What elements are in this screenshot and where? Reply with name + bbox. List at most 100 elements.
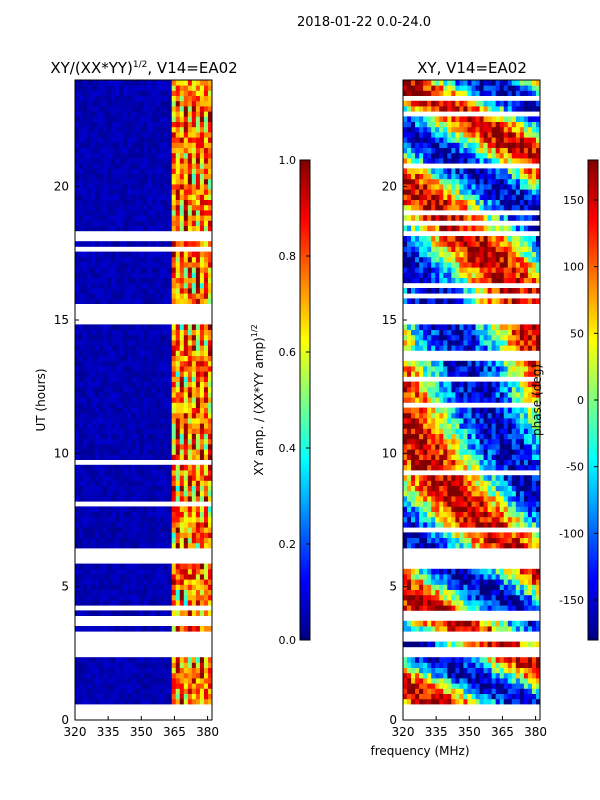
heatmap-cell	[471, 600, 476, 606]
heatmap-cell	[143, 522, 148, 528]
heatmap-cell	[75, 158, 80, 164]
heatmap-cell	[199, 220, 205, 226]
heatmap-cell	[191, 220, 197, 226]
heatmap-cell	[103, 563, 108, 570]
heatmap-cell	[111, 667, 116, 674]
heatmap-cell	[163, 600, 169, 606]
heatmap-cell	[87, 490, 92, 497]
heatmap-cell	[531, 620, 537, 627]
heatmap-cell	[195, 475, 201, 481]
heatmap-cell	[195, 626, 201, 632]
heatmap-cell	[435, 589, 440, 596]
heatmap-cell	[127, 678, 132, 684]
heatmap-cell	[475, 412, 480, 419]
heatmap-cell	[479, 475, 484, 481]
heatmap-cell	[435, 532, 440, 538]
heatmap-cell	[139, 194, 144, 200]
heatmap-cell	[79, 111, 84, 117]
heatmap-cell	[175, 126, 181, 133]
heatmap-cell	[435, 626, 440, 632]
heatmap-cell	[163, 610, 169, 616]
heatmap-cell	[127, 527, 132, 533]
heatmap-cell	[147, 511, 152, 518]
heatmap-cell	[183, 444, 189, 450]
heatmap-cell	[151, 423, 156, 429]
heatmap-cell	[503, 568, 509, 575]
heatmap-cell	[147, 542, 152, 549]
heatmap-cell	[107, 106, 112, 112]
heatmap-cell	[107, 163, 112, 169]
heatmap-cell	[155, 579, 161, 585]
heatmap-cell	[87, 220, 92, 226]
heatmap-cell	[87, 251, 92, 258]
heatmap-cell	[123, 542, 128, 549]
heatmap-cell	[491, 594, 497, 601]
heatmap-cell	[167, 584, 173, 590]
heatmap-cell	[535, 568, 540, 575]
heatmap-cell	[511, 444, 517, 450]
heatmap-cell	[435, 600, 440, 606]
heatmap-cell	[131, 366, 136, 372]
heatmap-cell	[139, 485, 144, 492]
heatmap-cell	[91, 454, 96, 460]
heatmap-cell	[143, 282, 148, 289]
heatmap-cell	[207, 282, 212, 289]
heatmap-cell	[83, 407, 88, 414]
heatmap-cell	[95, 657, 100, 663]
heatmap-cell	[187, 454, 193, 460]
heatmap-cell	[487, 475, 493, 481]
heatmap-cell	[87, 449, 92, 455]
heatmap-cell	[167, 449, 173, 455]
heatmap-cell	[147, 100, 152, 107]
heatmap-cell	[171, 454, 177, 460]
heatmap-cell	[163, 480, 169, 486]
heatmap-cell	[167, 423, 173, 429]
heatmap-cell	[123, 204, 128, 211]
heatmap-cell	[511, 433, 517, 440]
heatmap-cell	[191, 449, 197, 455]
heatmap-cell	[159, 329, 165, 336]
heatmap-cell	[475, 589, 480, 596]
heatmap-cell	[467, 433, 472, 440]
heatmap-cell	[479, 693, 484, 700]
heatmap-cell	[151, 574, 156, 580]
heatmap-cell	[459, 672, 464, 679]
heatmap-cell	[455, 683, 460, 689]
heatmap-cell	[479, 605, 484, 611]
heatmap-cell	[159, 282, 165, 289]
heatmap-cell	[431, 589, 436, 596]
heatmap-cell	[451, 480, 456, 486]
heatmap-cell	[127, 475, 132, 481]
heatmap-cell	[123, 386, 128, 393]
heatmap-cell	[495, 693, 501, 700]
heatmap-cell	[135, 397, 140, 403]
heatmap-cell	[139, 90, 144, 96]
heatmap-cell	[167, 126, 173, 133]
heatmap-cell	[403, 490, 408, 497]
heatmap-cell	[163, 454, 169, 460]
heatmap-cell	[483, 662, 489, 668]
heatmap-cell	[435, 522, 440, 528]
heatmap-cell	[115, 527, 120, 533]
heatmap-cell	[79, 282, 84, 289]
heatmap-cell	[199, 610, 205, 616]
heatmap-cell	[203, 657, 209, 663]
heatmap-cell	[75, 371, 80, 377]
heatmap-cell	[103, 345, 108, 351]
heatmap-cell	[143, 293, 148, 299]
heatmap-cell	[463, 516, 468, 523]
heatmap-cell	[435, 449, 440, 455]
heatmap-cell	[195, 522, 201, 528]
heatmap-cell	[79, 516, 84, 523]
heatmap-cell	[535, 490, 540, 497]
heatmap-cell	[115, 293, 120, 299]
heatmap-cell	[179, 542, 185, 549]
heatmap-cell	[147, 350, 152, 356]
heatmap-cell	[135, 444, 140, 450]
heatmap-cell	[463, 490, 468, 497]
heatmap-cell	[119, 672, 124, 679]
heatmap-cell	[407, 672, 412, 679]
heatmap-cell	[139, 449, 144, 455]
heatmap-cell	[195, 210, 201, 216]
heatmap-cell	[99, 444, 104, 450]
